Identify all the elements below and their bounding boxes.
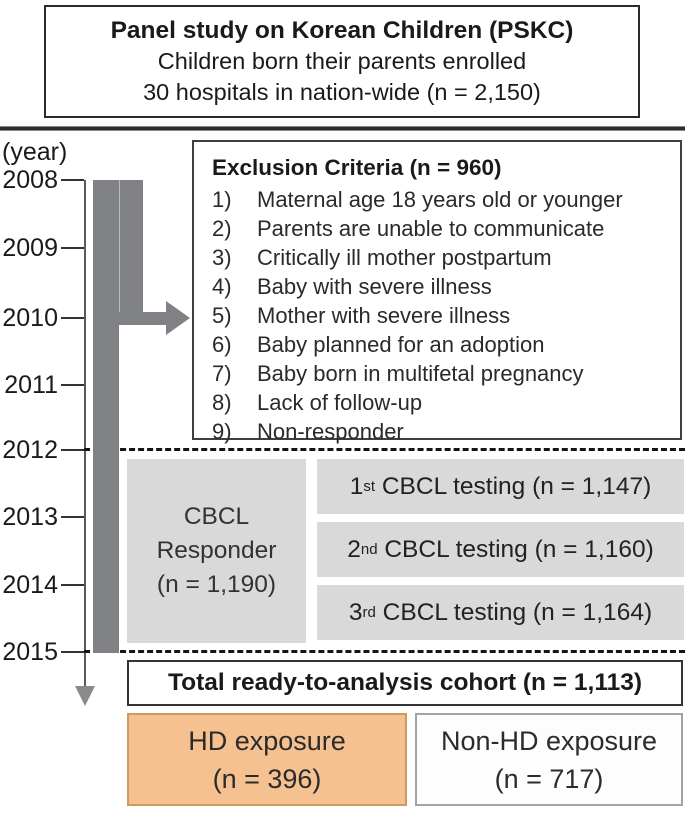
cbcl-responder-line1: CBCL bbox=[183, 503, 250, 530]
dashed-line-2015 bbox=[84, 650, 685, 653]
cbcl-responder-count: (n = 1,190) bbox=[156, 571, 277, 598]
year-tick-2013 bbox=[61, 516, 84, 518]
exclusion-item: 4) Baby with severe illness bbox=[212, 274, 492, 299]
hd-exposure-box: HD exposure (n = 396) bbox=[127, 713, 407, 806]
year-tick-2015 bbox=[61, 651, 84, 653]
exclusion-period-bar bbox=[119, 180, 143, 325]
exclusion-item: 9) Non-responder bbox=[212, 419, 404, 444]
exclusion-item: 3) Critically ill mother postpartum bbox=[212, 245, 552, 270]
year-tick-2011 bbox=[61, 384, 84, 386]
study-subtitle-2: 30 hospitals in nation-wide (n = 2,150) bbox=[143, 78, 541, 105]
study-header-box: Panel study on Korean Children (PSKC) Ch… bbox=[44, 5, 640, 118]
exclusion-item: 5) Mother with severe illness bbox=[212, 303, 511, 328]
section-divider-line bbox=[0, 126, 685, 131]
year-label-2011: 2011 bbox=[4, 371, 58, 399]
dashed-line-2012 bbox=[84, 448, 685, 451]
enrollment-period-bar bbox=[93, 180, 119, 653]
exclusion-item: 6) Baby planned for an adoption bbox=[212, 332, 545, 357]
study-title: Panel study on Korean Children (PSKC) bbox=[110, 16, 574, 44]
year-label-2014: 2014 bbox=[2, 571, 58, 599]
total-cohort-box: Total ready-to-analysis cohort (n = 1,11… bbox=[127, 660, 683, 706]
nonhd-exposure-count: (n = 717) bbox=[494, 763, 604, 794]
year-label-2015: 2015 bbox=[2, 638, 58, 666]
exclusion-item: 7) Baby born in multifetal pregnancy bbox=[212, 361, 584, 386]
hd-exposure-label: HD exposure bbox=[188, 725, 346, 756]
hd-exposure-count: (n = 396) bbox=[212, 763, 322, 794]
year-label-2012: 2012 bbox=[2, 436, 58, 464]
cbcl-responder-line2: Responder bbox=[156, 537, 277, 564]
exclusion-criteria-box: Exclusion Criteria (n = 960) 1) Maternal… bbox=[192, 140, 682, 444]
exclusion-title: Exclusion Criteria (n = 960) bbox=[212, 155, 502, 180]
year-label-2013: 2013 bbox=[2, 503, 58, 531]
nonhd-exposure-label: Non-HD exposure bbox=[440, 725, 658, 756]
year-tick-2014 bbox=[61, 584, 84, 586]
exclusion-arrow-shaft bbox=[119, 312, 168, 325]
year-label-2009: 2009 bbox=[2, 234, 58, 262]
cbcl-responder-box: CBCL Responder (n = 1,190) bbox=[127, 459, 306, 643]
exclusion-arrow-icon bbox=[166, 301, 190, 335]
year-axis-label: (year) bbox=[2, 138, 68, 166]
year-tick-2012 bbox=[61, 449, 84, 451]
year-tick-2009 bbox=[61, 247, 84, 249]
year-tick-2008 bbox=[61, 179, 84, 181]
exclusion-item: 2) Parents are unable to communicate bbox=[212, 216, 605, 241]
exclusion-item: 8) Lack of follow-up bbox=[212, 390, 423, 415]
year-label-2010: 2010 bbox=[2, 304, 58, 332]
exclusion-item: 1) Maternal age 18 years old or younger bbox=[212, 187, 623, 212]
nonhd-exposure-box: Non-HD exposure (n = 717) bbox=[415, 713, 683, 806]
year-tick-2010 bbox=[61, 317, 84, 319]
timeline-axis-line bbox=[84, 180, 86, 688]
timeline-down-arrow-icon bbox=[75, 686, 95, 706]
study-subtitle-1: Children born their parents enrolled bbox=[157, 48, 527, 75]
year-label-2008: 2008 bbox=[2, 166, 58, 194]
total-cohort-label: Total ready-to-analysis cohort (n = 1,11… bbox=[167, 669, 643, 696]
